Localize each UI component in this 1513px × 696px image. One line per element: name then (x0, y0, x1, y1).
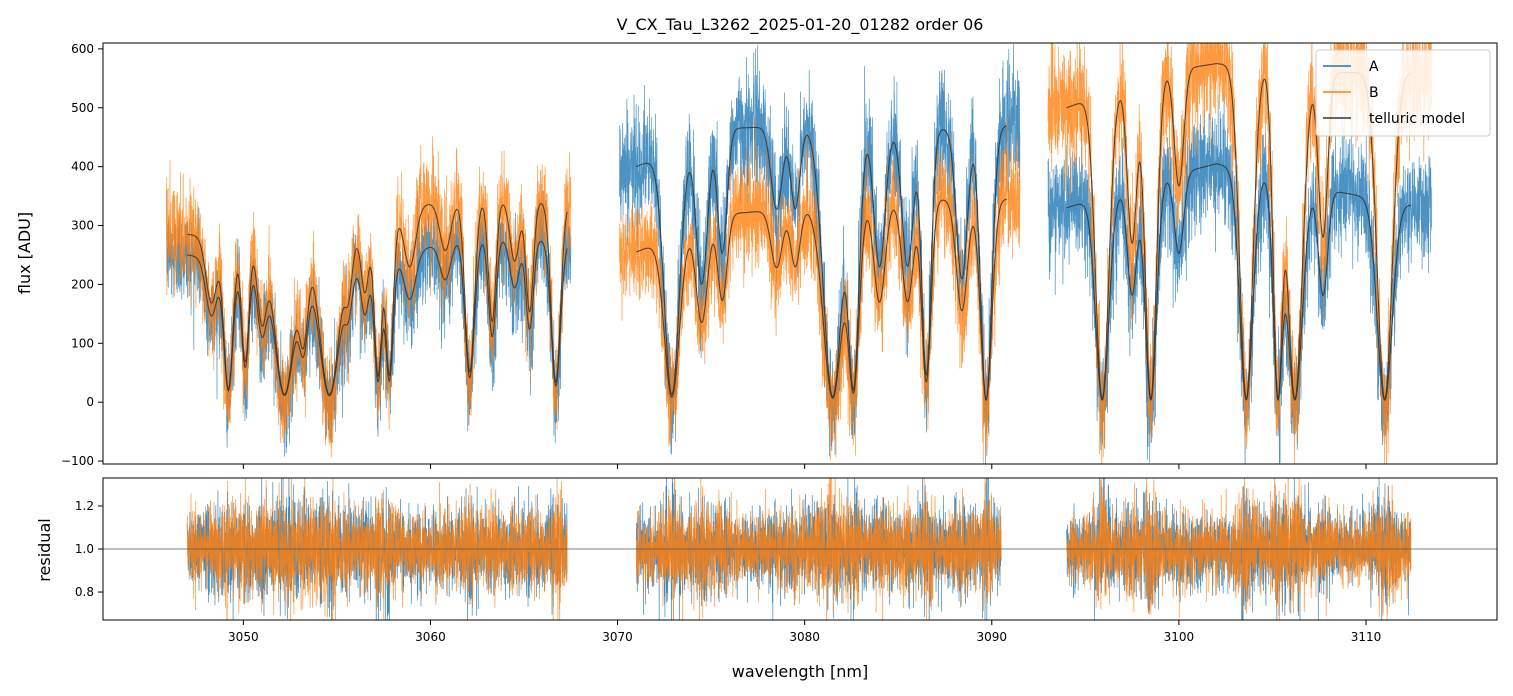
flux-y-tick-label: 300 (71, 219, 94, 233)
residual-x-tick-label: 3110 (1351, 630, 1382, 644)
legend-label-a: A (1369, 59, 1379, 75)
flux-x-axis (242, 464, 1367, 469)
flux-y-tick-label: 100 (71, 336, 94, 350)
flux-y-tick-label: −100 (61, 454, 94, 468)
telluric-model-a (1066, 163, 1411, 402)
x-axis-label: wavelength [nm] (732, 662, 869, 681)
flux-y-axis: −100 0 100 200 300 400 500 600 (61, 42, 103, 468)
residual-series-b (1066, 478, 1412, 620)
residual-x-tick-label: 3090 (977, 630, 1008, 644)
chart-title: V_CX_Tau_L3262_2025-01-20_01282 order 06 (617, 15, 984, 35)
residual-y-axis: 0.8 1.0 1.2 (75, 499, 103, 599)
residual-series-b (186, 478, 568, 620)
flux-y-tick-label: 0 (86, 395, 94, 409)
flux-y-tick-label: 400 (71, 160, 94, 174)
flux-y-tick-label: 500 (71, 101, 94, 115)
legend-box (1315, 49, 1491, 137)
residual-x-axis: 3050 3060 3070 3080 3090 3100 3110 (228, 620, 1381, 644)
residual-x-tick-label: 3080 (789, 630, 820, 644)
residual-x-tick-label: 3070 (602, 630, 633, 644)
flux-axes-frame (102, 42, 1498, 465)
flux-y-tick-label: 600 (71, 42, 94, 56)
residual-y-tick-label: 1.2 (75, 499, 94, 513)
residual-x-tick-label: 3050 (228, 630, 259, 644)
flux-plot-area (166, 43, 1432, 464)
flux-y-label: flux [ADU] (15, 212, 34, 294)
residual-x-tick-label: 3060 (415, 630, 446, 644)
residual-y-tick-label: 1.0 (75, 542, 94, 556)
flux-series-b (166, 136, 572, 458)
telluric-model-b (636, 198, 1007, 401)
residual-x-tick-label: 3100 (1164, 630, 1195, 644)
telluric-model-a (636, 125, 1007, 401)
residual-y-tick-label: 0.8 (75, 585, 94, 599)
telluric-model-a (187, 240, 568, 397)
legend-label-telluric-model: telluric model (1369, 111, 1465, 127)
flux-y-tick-label: 200 (71, 277, 94, 291)
legend-label-b: B (1369, 85, 1379, 101)
legend: A B telluric model (1315, 49, 1491, 137)
telluric-model-b (187, 203, 568, 396)
residual-plot-area (103, 478, 1497, 620)
residual-y-label: residual (35, 518, 54, 581)
residual-series-b (635, 478, 1002, 620)
